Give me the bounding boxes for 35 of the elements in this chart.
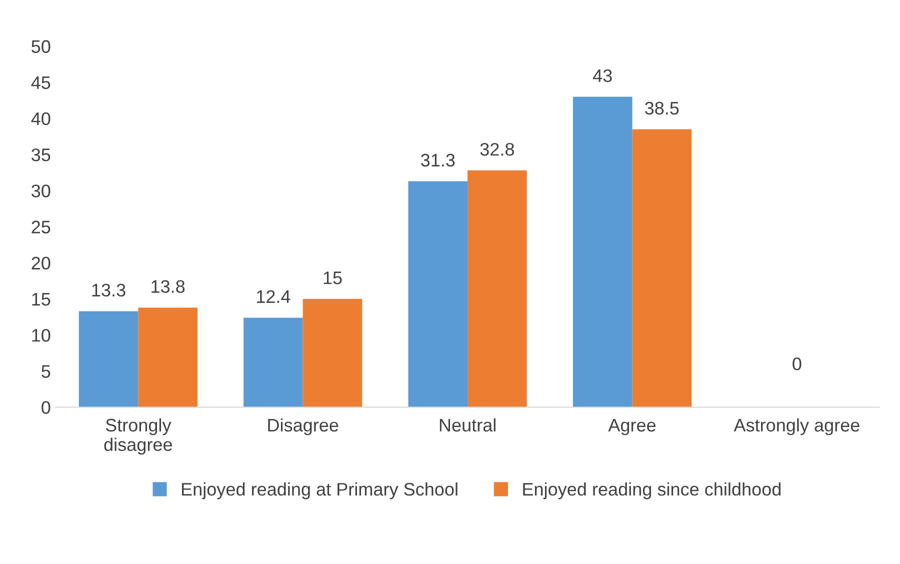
x-tick-label: Strongly disagree [104,418,172,455]
y-tick-label: 40 [31,112,50,126]
data-label: 13.3 [92,284,126,297]
x-tick-label: Astrongly agree [734,418,860,436]
bar [138,308,198,408]
x-tick-label: Neutral [440,418,496,432]
data-label: 15 [324,272,342,284]
bar [78,311,138,408]
data-label: 31.3 [421,154,455,167]
data-label: 12.4 [257,290,290,303]
data-label: 38.5 [645,102,679,115]
annotation: 0 [792,358,802,370]
bar [468,170,527,408]
bar [244,318,303,408]
y-tick-label: 30 [32,184,50,198]
y-tick-label: 25 [32,220,50,234]
y-tick-label: 20 [32,256,50,270]
bar [408,181,468,408]
bar [632,129,692,408]
y-tick-label: 35 [32,148,50,162]
y-tick-label: 15 [32,293,50,306]
y-tick-label: 10 [32,328,50,342]
y-tick-label: 45 [31,76,50,90]
data-label: 32.8 [480,142,514,156]
legend-label: Enjoyed reading since childhood [523,482,781,500]
data-label: 13.8 [152,280,185,293]
data-label: 43 [592,69,612,82]
y-tick-label: 0 [42,401,50,414]
bar [302,298,362,408]
x-tick-label: Agree [608,418,656,436]
bar [572,96,632,408]
y-tick-label: 5 [42,365,50,378]
x-tick-label: Disagree [268,418,338,436]
y-tick-label: 50 [32,40,50,53]
legend-label: Enjoyed reading at Primary School [182,482,458,500]
